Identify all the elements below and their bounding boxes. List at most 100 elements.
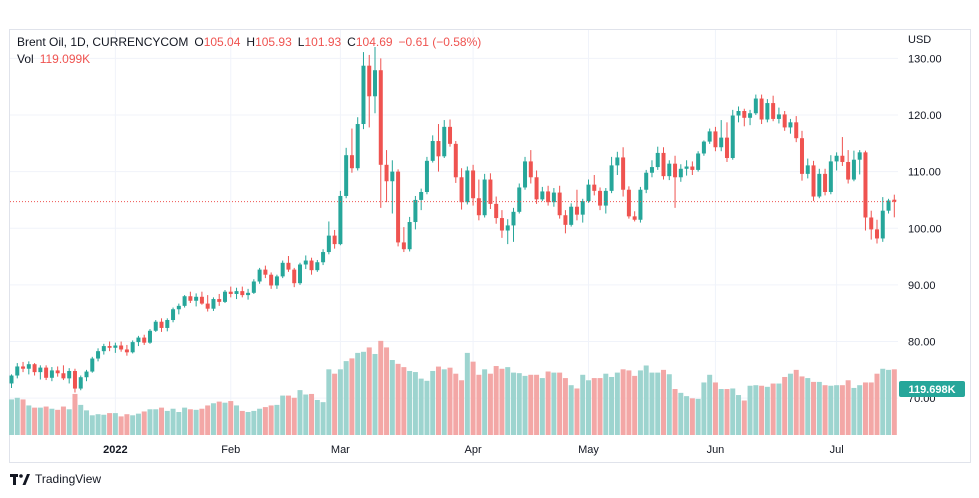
volume-bar [493, 366, 499, 435]
volume-bar [268, 405, 274, 435]
x-tick-label: May [578, 444, 599, 456]
chart-legend: Brent Oil, 1D, CURRENCYCOM O105.04 H105.93… [17, 34, 481, 68]
volume-bar [20, 399, 26, 435]
volume-bar [528, 374, 534, 435]
volume-bar [55, 409, 61, 435]
volume-bar [251, 410, 257, 435]
volume-bar [453, 373, 459, 435]
volume-bar [210, 403, 216, 435]
volume-bar [678, 392, 684, 435]
candle-body [840, 155, 845, 162]
volume-bar [118, 416, 124, 435]
volume-bar [655, 372, 661, 435]
candle-body [592, 184, 597, 191]
volume-bar [234, 405, 240, 435]
candle-body [759, 98, 764, 120]
volume-bar [72, 393, 78, 435]
volume-bar [441, 369, 447, 435]
volume-bar [182, 407, 188, 435]
volume-bar [793, 369, 799, 435]
candle-body [136, 337, 141, 343]
candle-body [142, 337, 147, 343]
volume-bar [199, 408, 205, 435]
candle-body [113, 345, 118, 348]
candle-body [580, 201, 585, 215]
volume-bar [412, 372, 418, 435]
volume-bar [574, 388, 580, 435]
x-tick-label: Jun [707, 444, 725, 456]
volume-bar [724, 389, 730, 435]
volume-bar [332, 373, 338, 435]
volume-bar [447, 367, 453, 435]
candle-body [465, 170, 470, 203]
volume-bar [205, 405, 211, 435]
candle-body [321, 252, 326, 263]
volume-bar [672, 389, 678, 435]
candle-body [326, 235, 331, 253]
candle-body [378, 70, 383, 165]
candle-body [667, 163, 672, 177]
candle-body [511, 211, 516, 226]
candle-body [644, 172, 649, 190]
tradingview-brand-text: TradingView [35, 472, 102, 486]
volume-bar [684, 396, 690, 435]
volume-bar [816, 381, 822, 435]
candle-body [851, 159, 856, 180]
volume-bar [378, 340, 384, 435]
volume-bar [764, 386, 770, 435]
candle-body [9, 375, 14, 384]
candle-body [724, 137, 729, 159]
volume-bar [505, 367, 511, 435]
candle-body [696, 153, 701, 170]
candle-body [107, 346, 112, 348]
volume-bar [257, 408, 263, 435]
volume-bar [730, 388, 736, 435]
candle-body [373, 70, 378, 97]
volume-label[interactable]: Vol [17, 52, 34, 66]
volume-bar [787, 373, 793, 435]
candle-body [153, 321, 158, 331]
volume-bar [551, 372, 557, 435]
volume-bar [355, 352, 361, 435]
candle-body [649, 167, 654, 173]
volume-bar [661, 369, 667, 435]
candle-body [621, 157, 626, 190]
volume-bar [314, 399, 320, 435]
volume-bar [499, 368, 505, 435]
candle-body [315, 262, 320, 271]
volume-bar [666, 374, 672, 435]
current-volume-badge-text: 119.698K [908, 384, 955, 396]
tradingview-logo[interactable]: TradingView [10, 472, 101, 486]
candle-body [476, 198, 481, 216]
candle-body [72, 370, 77, 389]
volume-bar [632, 375, 638, 435]
candle-body [188, 296, 193, 301]
volume-bar [695, 398, 701, 435]
volume-bar [60, 406, 66, 435]
volume-legend-line: Vol 119.099K [17, 51, 481, 68]
candle-body [551, 192, 556, 203]
symbol-label[interactable]: Brent Oil, 1D, CURRENCYCOM [17, 35, 189, 49]
candle-body [880, 210, 885, 239]
volume-bar [562, 378, 568, 435]
candle-body [546, 191, 551, 203]
candle-body [407, 222, 412, 250]
candle-body [528, 161, 533, 178]
volume-bar [26, 405, 32, 435]
candle-body [505, 225, 510, 231]
volume-bar [522, 375, 528, 435]
candle-body [269, 274, 274, 286]
volume-bar [822, 385, 828, 435]
currency-label[interactable]: USD [908, 34, 932, 46]
volume-bar [430, 370, 436, 435]
x-tick-label: Mar [331, 444, 350, 456]
volume-bar [487, 373, 493, 435]
volume-bar [170, 408, 176, 435]
volume-bar [124, 414, 130, 435]
volume-bar [839, 385, 845, 435]
candle-body [753, 98, 758, 114]
y-tick-label: 80.00 [908, 337, 936, 349]
candle-body [482, 179, 487, 216]
